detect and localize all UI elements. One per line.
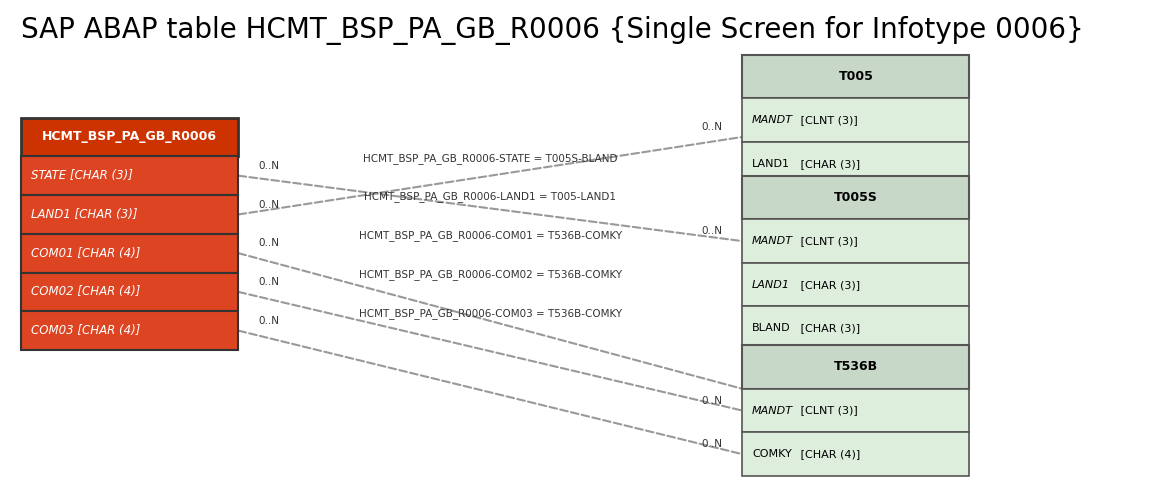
Text: 0..N: 0..N: [258, 200, 279, 209]
Text: COMKY: COMKY: [752, 449, 792, 459]
Text: T005: T005: [838, 70, 873, 83]
Text: BLAND: BLAND: [752, 323, 791, 333]
Text: [CLNT (3)]: [CLNT (3)]: [797, 115, 858, 125]
Text: COM02 [CHAR (4)]: COM02 [CHAR (4)]: [32, 285, 140, 299]
Text: 0..N: 0..N: [258, 238, 279, 248]
FancyBboxPatch shape: [21, 273, 238, 311]
FancyBboxPatch shape: [742, 263, 970, 306]
Text: HCMT_BSP_PA_GB_R0006-LAND1 = T005-LAND1: HCMT_BSP_PA_GB_R0006-LAND1 = T005-LAND1: [364, 191, 616, 202]
Text: MANDT: MANDT: [752, 236, 794, 246]
Text: STATE [CHAR (3)]: STATE [CHAR (3)]: [32, 169, 133, 182]
Text: HCMT_BSP_PA_GB_R0006-STATE = T005S-BLAND: HCMT_BSP_PA_GB_R0006-STATE = T005S-BLAND: [363, 153, 617, 164]
FancyBboxPatch shape: [742, 219, 970, 263]
FancyBboxPatch shape: [21, 311, 238, 350]
Text: SAP ABAP table HCMT_BSP_PA_GB_R0006 {Single Screen for Infotype 0006}: SAP ABAP table HCMT_BSP_PA_GB_R0006 {Sin…: [21, 16, 1084, 45]
FancyBboxPatch shape: [21, 156, 238, 195]
FancyBboxPatch shape: [742, 389, 970, 432]
Text: [CHAR (3)]: [CHAR (3)]: [797, 159, 860, 169]
Text: LAND1 [CHAR (3)]: LAND1 [CHAR (3)]: [32, 208, 138, 221]
Text: HCMT_BSP_PA_GB_R0006-COM03 = T536B-COMKY: HCMT_BSP_PA_GB_R0006-COM03 = T536B-COMKY: [358, 308, 622, 318]
FancyBboxPatch shape: [742, 432, 970, 476]
FancyBboxPatch shape: [742, 176, 970, 219]
FancyBboxPatch shape: [742, 98, 970, 142]
Text: [CHAR (4)]: [CHAR (4)]: [797, 449, 860, 459]
Text: LAND1: LAND1: [752, 280, 790, 290]
Text: HCMT_BSP_PA_GB_R0006-COM02 = T536B-COMKY: HCMT_BSP_PA_GB_R0006-COM02 = T536B-COMKY: [358, 269, 622, 280]
Text: MANDT: MANDT: [752, 115, 794, 125]
Text: 0..N: 0..N: [258, 277, 279, 287]
Text: 0..N: 0..N: [258, 316, 279, 326]
FancyBboxPatch shape: [742, 55, 970, 98]
Text: 0..N: 0..N: [701, 226, 722, 236]
FancyBboxPatch shape: [742, 306, 970, 350]
Text: HCMT_BSP_PA_GB_R0006: HCMT_BSP_PA_GB_R0006: [42, 131, 217, 144]
Text: COM03 [CHAR (4)]: COM03 [CHAR (4)]: [32, 324, 140, 337]
Text: T536B: T536B: [833, 360, 878, 374]
Text: LAND1: LAND1: [752, 159, 790, 169]
Text: 0..N: 0..N: [701, 439, 722, 450]
Text: [CLNT (3)]: [CLNT (3)]: [797, 406, 858, 415]
Text: 0..N: 0..N: [701, 122, 722, 132]
FancyBboxPatch shape: [21, 234, 238, 273]
Text: MANDT: MANDT: [752, 406, 794, 415]
Text: 0..N: 0..N: [258, 161, 279, 171]
Text: [CHAR (3)]: [CHAR (3)]: [797, 280, 860, 290]
Text: T005S: T005S: [834, 191, 878, 204]
Text: COM01 [CHAR (4)]: COM01 [CHAR (4)]: [32, 247, 140, 260]
Text: [CLNT (3)]: [CLNT (3)]: [797, 236, 858, 246]
Text: [CHAR (3)]: [CHAR (3)]: [797, 323, 860, 333]
FancyBboxPatch shape: [742, 345, 970, 389]
Text: HCMT_BSP_PA_GB_R0006-COM01 = T536B-COMKY: HCMT_BSP_PA_GB_R0006-COM01 = T536B-COMKY: [358, 230, 622, 241]
FancyBboxPatch shape: [21, 195, 238, 234]
FancyBboxPatch shape: [21, 117, 238, 156]
FancyBboxPatch shape: [742, 142, 970, 186]
Text: 0..N: 0..N: [701, 396, 722, 406]
